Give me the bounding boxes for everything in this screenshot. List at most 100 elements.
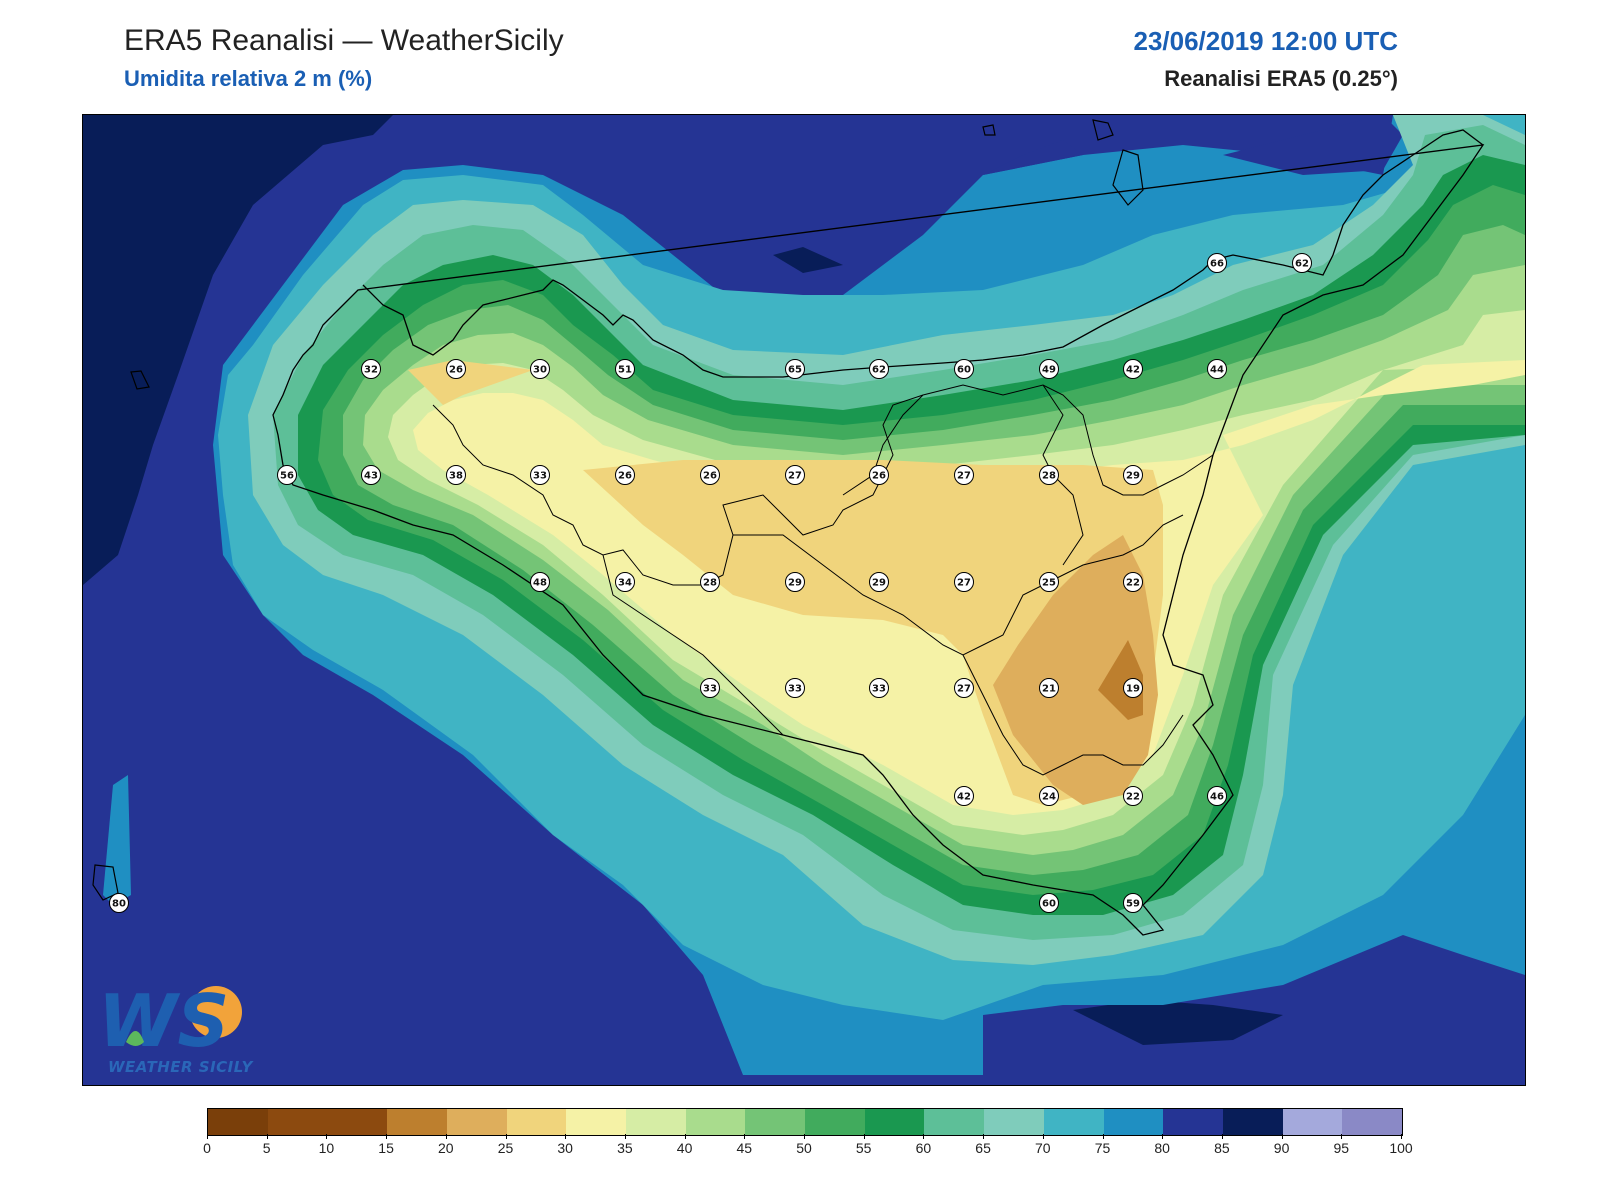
station-marker: 33 [530, 465, 550, 485]
map-panel: 32 26 30 51 65 62 60 49 42 44 66 62 56 43 38 33 26 26 27 26… [82, 114, 1526, 1086]
band-25-30-nw [408, 360, 533, 405]
station-value: 26 [872, 471, 886, 482]
station-values: 32 26 30 51 65 62 60 49 42 44 66 62 56 43 38 33 26 26 27 26… [109, 253, 1312, 913]
station-value: 28 [1042, 471, 1056, 482]
station-circle [1039, 359, 1059, 379]
station-value: 29 [1126, 471, 1140, 482]
station-marker: 42 [1123, 359, 1143, 379]
station-marker: 33 [869, 678, 889, 698]
station-marker: 27 [785, 465, 805, 485]
station-circle [1123, 465, 1143, 485]
station-marker: 28 [700, 572, 720, 592]
station-circle [530, 359, 550, 379]
colorbar-segment [208, 1109, 268, 1135]
station-marker: 59 [1123, 893, 1143, 913]
station-value: 49 [1042, 365, 1056, 376]
colorbar-ticks [207, 1134, 1402, 1140]
colorbar-segment [1282, 1109, 1343, 1135]
colorbar-tick [326, 1134, 328, 1139]
station-value: 42 [1126, 365, 1140, 376]
station-marker: 60 [954, 359, 974, 379]
logo-mark: WS [98, 979, 242, 1063]
station-marker: 27 [954, 678, 974, 698]
station-circle [1039, 465, 1059, 485]
colorbar-segment [267, 1109, 328, 1135]
station-value: 34 [618, 578, 632, 589]
station-value: 42 [957, 792, 971, 803]
colorbar-tick [565, 1134, 567, 1139]
station-circle [277, 465, 297, 485]
station-circle [1123, 678, 1143, 698]
station-value: 33 [533, 471, 547, 482]
colorbar-tick [1401, 1134, 1402, 1139]
station-value: 48 [533, 578, 547, 589]
station-marker: 44 [1207, 359, 1227, 379]
colorbar-tick-label: 10 [318, 1140, 335, 1156]
station-value: 33 [788, 684, 802, 695]
station-value: 27 [788, 471, 802, 482]
station-value: 29 [872, 578, 886, 589]
colorbar-tick-label: 65 [975, 1140, 991, 1156]
station-value: 30 [533, 365, 547, 376]
coastline [272, 129, 1485, 936]
colorbar-tick-label: 75 [1094, 1140, 1111, 1156]
colorbar-tick [207, 1134, 208, 1139]
colorbar-tick-label: 20 [438, 1140, 454, 1156]
station-circle [615, 572, 635, 592]
colorbar-tick [983, 1134, 985, 1139]
weathersicily-logo: WS WEATHER SICILY [96, 979, 256, 1080]
station-circle [1123, 893, 1143, 913]
station-value: 19 [1126, 684, 1140, 695]
colorbar-segment [1163, 1109, 1223, 1135]
colorbar-tick-label: 95 [1333, 1140, 1350, 1156]
station-value: 59 [1126, 899, 1140, 910]
station-value: 33 [703, 684, 717, 695]
station-value: 80 [112, 899, 126, 910]
station-circle [1039, 572, 1059, 592]
colorbar-tick-label: 60 [915, 1140, 932, 1156]
station-marker: 33 [700, 678, 720, 698]
station-circle [700, 572, 720, 592]
station-circle [869, 359, 889, 379]
station-circle [446, 465, 466, 485]
band-80-85-north [1223, 115, 1403, 175]
humid-zone-south [1073, 1000, 1283, 1045]
station-circle [615, 359, 635, 379]
station-marker: 19 [1123, 678, 1143, 698]
island-pantelleria [92, 864, 119, 901]
band-15-20 [1098, 640, 1143, 720]
station-marker: 27 [954, 572, 974, 592]
station-marker: 22 [1123, 572, 1143, 592]
station-circle [954, 786, 974, 806]
station-marker: 62 [1292, 253, 1312, 273]
colorbar-segment [745, 1109, 806, 1135]
station-value: 60 [1042, 899, 1056, 910]
station-marker: 60 [1039, 893, 1059, 913]
station-value: 44 [1210, 365, 1224, 376]
station-value: 38 [449, 471, 463, 482]
sun-icon [190, 986, 242, 1038]
island-salina [1092, 119, 1114, 141]
island-marettimo [130, 370, 150, 390]
station-value: 66 [1210, 259, 1224, 270]
colorbar-segment [864, 1109, 925, 1135]
station-circle [785, 359, 805, 379]
colorbar-tick [923, 1134, 925, 1139]
station-value: 22 [1126, 792, 1140, 803]
colorbar-tick-label: 90 [1273, 1140, 1290, 1156]
station-marker: 56 [277, 465, 297, 485]
colorbar-tick [1341, 1134, 1343, 1139]
station-value: 22 [1126, 578, 1140, 589]
colorbar-tick-label: 25 [497, 1140, 514, 1156]
variable-subtitle: Umidita relativa 2 m (%) [124, 66, 373, 91]
station-circle [1207, 359, 1227, 379]
station-circle [1039, 786, 1059, 806]
colorbar-segment [924, 1109, 985, 1135]
colorbar-tick [1221, 1134, 1223, 1139]
colorbar-tick-label: 50 [796, 1140, 812, 1156]
colorbar-segment [1222, 1109, 1283, 1135]
station-marker: 26 [869, 465, 889, 485]
colorbar-tick-label: 5 [262, 1140, 271, 1156]
station-circle [530, 572, 550, 592]
colorbar-segment [625, 1109, 686, 1135]
